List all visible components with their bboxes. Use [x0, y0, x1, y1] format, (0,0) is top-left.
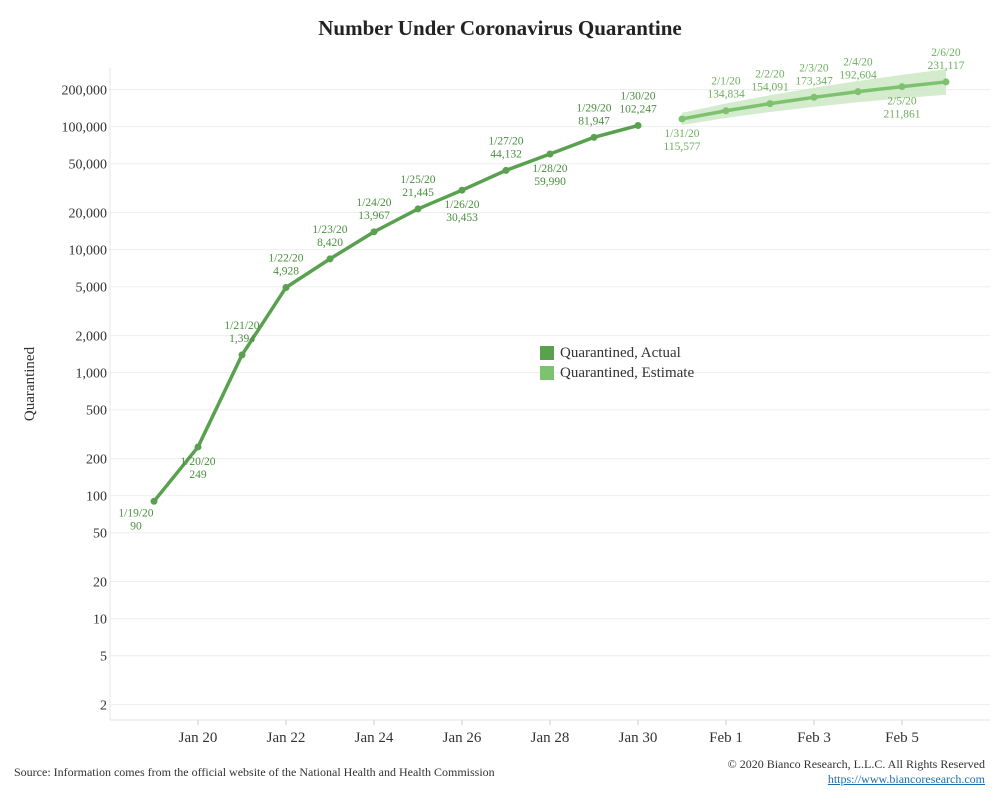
legend-label-actual: Quarantined, Actual [560, 344, 681, 361]
y-tick-label: 10 [93, 613, 107, 628]
estimate-point [766, 100, 774, 108]
y-tick-label: 500 [86, 404, 107, 419]
actual-value-label: 44,132 [490, 148, 522, 160]
actual-point [238, 351, 246, 359]
x-tick-label: Feb 5 [885, 730, 919, 746]
estimate-date-label: 1/31/20 [664, 128, 699, 140]
actual-value-label: 8,420 [317, 237, 343, 249]
source-note: Source: Information comes from the offic… [14, 765, 495, 779]
actual-value-label: 102,247 [619, 103, 657, 115]
actual-date-label: 1/26/20 [444, 199, 479, 211]
legend-label-estimate: Quarantined, Estimate [560, 364, 695, 381]
actual-point [282, 283, 290, 291]
y-tick-label: 50,000 [69, 158, 108, 173]
actual-value-label: 59,990 [534, 176, 566, 188]
actual-point [150, 497, 158, 505]
actual-date-label: 1/21/20 [224, 320, 259, 332]
estimate-point [810, 93, 818, 101]
estimate-point [854, 88, 862, 96]
y-tick-label: 2,000 [76, 330, 108, 345]
estimate-date-label: 2/3/20 [799, 62, 829, 74]
x-tick-label: Feb 1 [709, 730, 743, 746]
y-tick-label: 1,000 [76, 367, 108, 382]
actual-value-label: 81,947 [578, 115, 610, 127]
actual-point [546, 150, 554, 158]
estimate-point [722, 107, 730, 115]
actual-date-label: 1/20/20 [180, 456, 215, 468]
x-tick-label: Jan 30 [619, 730, 658, 746]
actual-date-label: 1/23/20 [312, 224, 347, 236]
legend-swatch-actual [540, 346, 554, 360]
actual-date-label: 1/25/20 [400, 174, 435, 186]
estimate-date-label: 2/6/20 [931, 47, 961, 59]
legend-item-actual[interactable]: Quarantined, Actual [540, 343, 694, 363]
x-tick-label: Jan 22 [267, 730, 306, 746]
y-tick-label: 2 [100, 699, 107, 714]
actual-point [502, 166, 510, 174]
estimate-date-label: 2/5/20 [887, 96, 917, 108]
actual-value-label: 249 [189, 469, 207, 481]
y-axis-title: Quarantined [22, 346, 38, 421]
estimate-value-label: 192,604 [839, 70, 877, 82]
actual-value-label: 1,394 [229, 333, 255, 345]
actual-date-label: 1/27/20 [488, 135, 523, 147]
estimate-point [678, 115, 686, 123]
y-tick-label: 100,000 [62, 121, 108, 136]
actual-date-label: 1/30/20 [620, 90, 655, 102]
actual-point [458, 186, 466, 194]
actual-value-label: 90 [130, 520, 142, 532]
actual-point [194, 443, 202, 451]
estimate-date-label: 2/2/20 [755, 69, 785, 81]
actual-date-label: 1/29/20 [576, 102, 611, 114]
estimate-value-label: 134,834 [707, 89, 745, 101]
actual-date-label: 1/19/20 [118, 507, 153, 519]
actual-date-label: 1/22/20 [268, 252, 303, 264]
copyright-note: © 2020 Bianco Research, L.L.C. All Right… [727, 757, 985, 771]
actual-value-label: 13,967 [358, 210, 390, 222]
actual-point [634, 121, 642, 129]
y-tick-label: 5,000 [76, 281, 108, 296]
y-tick-label: 10,000 [69, 244, 108, 259]
estimate-point [898, 83, 906, 91]
actual-point [326, 255, 334, 263]
chart-title: Number Under Coronavirus Quarantine [318, 16, 682, 40]
actual-value-label: 21,445 [402, 187, 434, 199]
y-tick-label: 200,000 [62, 84, 108, 99]
actual-point [370, 228, 378, 236]
x-tick-label: Jan 20 [179, 730, 218, 746]
actual-point [414, 205, 422, 213]
chart-legend: Quarantined, Actual Quarantined, Estimat… [540, 343, 694, 383]
x-tick-label: Feb 3 [797, 730, 831, 746]
estimate-value-label: 231,117 [928, 60, 965, 72]
estimate-value-label: 115,577 [664, 141, 701, 153]
legend-swatch-estimate [540, 366, 554, 380]
estimate-date-label: 2/4/20 [843, 57, 873, 69]
legend-item-estimate[interactable]: Quarantined, Estimate [540, 363, 694, 383]
y-tick-label: 50 [93, 527, 107, 542]
y-tick-label: 200 [86, 453, 107, 468]
actual-value-label: 4,928 [273, 265, 299, 277]
estimate-date-label: 2/1/20 [711, 76, 741, 88]
actual-line [152, 123, 640, 504]
x-tick-label: Jan 28 [531, 730, 570, 746]
x-tick-label: Jan 24 [355, 730, 394, 746]
y-tick-label: 20 [93, 576, 107, 591]
x-tick-label: Jan 26 [443, 730, 482, 746]
estimate-value-label: 173,347 [795, 75, 833, 87]
actual-value-label: 30,453 [446, 212, 478, 224]
y-tick-label: 20,000 [69, 207, 108, 222]
website-link[interactable]: https://www.biancoresearch.com [827, 772, 985, 786]
chart-plot: 2 5 10 20 50 100 200 500 1,000 2,000 5,000 10,000 20… [22, 47, 990, 746]
actual-point [590, 133, 598, 141]
actual-date-label: 1/24/20 [356, 197, 391, 209]
estimate-value-label: 211,861 [884, 109, 921, 121]
estimate-value-label: 154,091 [751, 82, 789, 94]
estimate-point [942, 78, 950, 86]
actual-date-label: 1/28/20 [532, 163, 567, 175]
y-tick-label: 5 [100, 650, 107, 665]
y-tick-label: 100 [86, 490, 107, 505]
